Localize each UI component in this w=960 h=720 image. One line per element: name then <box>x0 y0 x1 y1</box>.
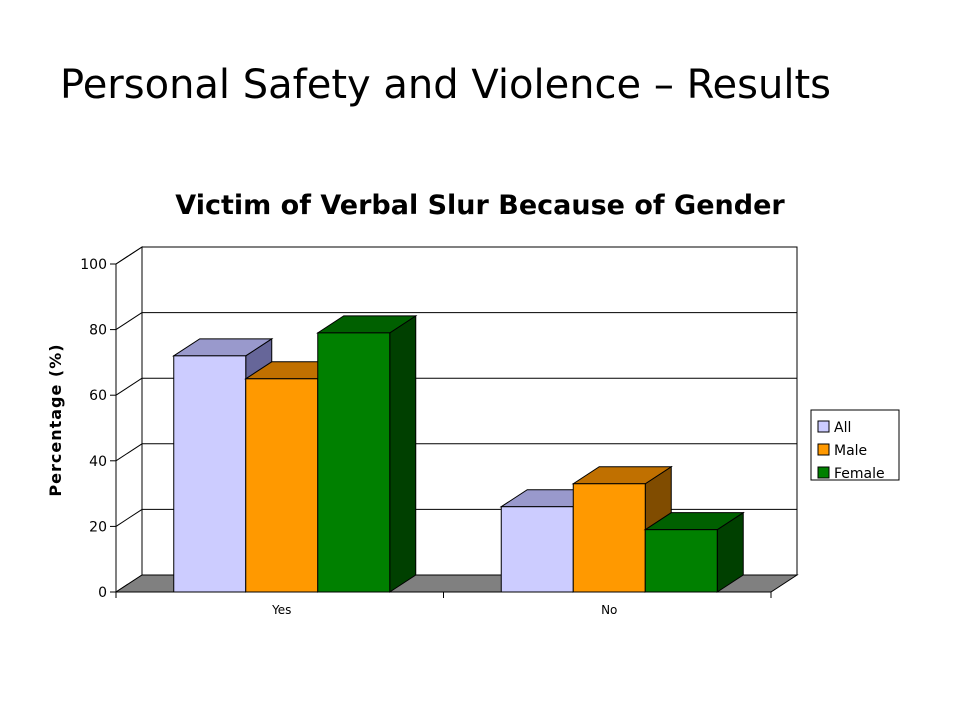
legend-swatch <box>817 443 830 456</box>
x-category-label: Yes <box>271 603 291 617</box>
y-tick-label: 20 <box>89 519 107 535</box>
legend-swatch <box>817 466 830 479</box>
y-axis-label: Percentage (%) <box>46 343 65 496</box>
y-tick-label: 40 <box>89 454 107 470</box>
bar-side <box>389 314 417 593</box>
gridline-side <box>115 312 143 331</box>
bar-male-no <box>572 483 646 593</box>
y-tick-label: 0 <box>98 585 107 601</box>
chart-title: Victim of Verbal Slur Because of Gender <box>175 190 785 221</box>
bar-female-yes <box>317 332 391 593</box>
legend-entry: Male <box>834 443 867 459</box>
y-tick-label: 80 <box>89 323 107 339</box>
bar-female-no <box>644 529 718 593</box>
bar-male-yes <box>245 378 319 593</box>
bar-all-no <box>500 506 574 593</box>
legend: All Male Female <box>810 409 900 482</box>
x-category-label: No <box>601 603 617 617</box>
gridline-side <box>115 508 143 527</box>
side-wall <box>115 246 143 593</box>
y-tick-label: 100 <box>80 257 107 273</box>
legend-entry: Female <box>834 466 885 482</box>
y-tick-label: 60 <box>89 388 107 404</box>
gridline-side <box>115 377 143 396</box>
legend-swatch <box>817 420 830 433</box>
bar-all-yes <box>173 355 247 593</box>
gridline-side <box>115 246 143 265</box>
plot-area: 0 20 40 60 80 100 Yes No <box>80 246 799 617</box>
slide-title: Personal Safety and Violence – Results <box>60 62 831 108</box>
legend-entry: All <box>834 420 851 436</box>
gridline-side <box>115 443 143 462</box>
